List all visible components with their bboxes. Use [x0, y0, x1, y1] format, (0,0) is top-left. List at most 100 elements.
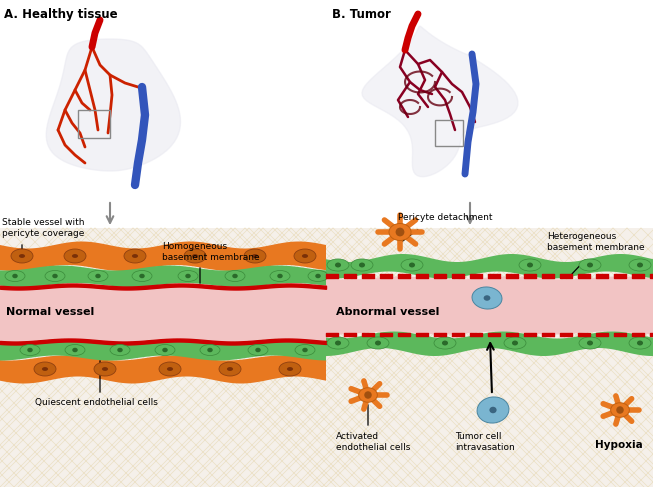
Ellipse shape: [95, 274, 101, 278]
Ellipse shape: [244, 249, 266, 263]
Text: A. Healthy tissue: A. Healthy tissue: [4, 8, 118, 21]
Ellipse shape: [132, 270, 152, 281]
Ellipse shape: [178, 270, 198, 281]
Ellipse shape: [192, 254, 198, 258]
Ellipse shape: [434, 337, 456, 349]
Ellipse shape: [255, 348, 261, 352]
Ellipse shape: [12, 274, 18, 278]
Ellipse shape: [159, 362, 181, 376]
Ellipse shape: [207, 348, 213, 352]
Ellipse shape: [42, 367, 48, 371]
Ellipse shape: [358, 388, 377, 402]
Ellipse shape: [401, 259, 423, 271]
Ellipse shape: [27, 348, 33, 352]
Ellipse shape: [162, 348, 168, 352]
Ellipse shape: [327, 337, 349, 349]
Text: Hypoxia: Hypoxia: [595, 440, 643, 450]
Circle shape: [364, 391, 372, 399]
Ellipse shape: [184, 249, 206, 263]
Ellipse shape: [88, 270, 108, 281]
Ellipse shape: [20, 344, 40, 356]
Text: Abnormal vessel: Abnormal vessel: [336, 307, 439, 317]
Ellipse shape: [5, 270, 25, 281]
Ellipse shape: [587, 262, 593, 267]
Ellipse shape: [110, 344, 130, 356]
Ellipse shape: [287, 367, 293, 371]
Ellipse shape: [155, 344, 175, 356]
Ellipse shape: [629, 259, 651, 271]
Ellipse shape: [124, 249, 146, 263]
Polygon shape: [326, 277, 653, 335]
Ellipse shape: [167, 367, 173, 371]
Bar: [0, 228, 326, 487]
Ellipse shape: [102, 367, 108, 371]
Ellipse shape: [367, 337, 389, 349]
Ellipse shape: [19, 254, 25, 258]
Ellipse shape: [637, 262, 643, 267]
Ellipse shape: [278, 274, 283, 278]
Ellipse shape: [629, 337, 651, 349]
Ellipse shape: [308, 270, 328, 281]
Ellipse shape: [527, 262, 533, 267]
Ellipse shape: [248, 344, 268, 356]
Ellipse shape: [359, 262, 365, 267]
Polygon shape: [46, 39, 180, 171]
Ellipse shape: [302, 254, 308, 258]
Ellipse shape: [294, 249, 316, 263]
Ellipse shape: [132, 254, 138, 258]
Polygon shape: [0, 340, 326, 360]
Ellipse shape: [351, 259, 373, 271]
Ellipse shape: [227, 367, 233, 371]
Ellipse shape: [389, 224, 411, 241]
Ellipse shape: [72, 254, 78, 258]
Text: Homogeneous
basement membrane: Homogeneous basement membrane: [162, 242, 260, 262]
Ellipse shape: [477, 397, 509, 423]
Ellipse shape: [45, 270, 65, 281]
Ellipse shape: [302, 348, 308, 352]
Ellipse shape: [64, 249, 86, 263]
Ellipse shape: [34, 362, 56, 376]
Bar: [78, 110, 110, 138]
Ellipse shape: [139, 274, 145, 278]
Ellipse shape: [200, 344, 220, 356]
Ellipse shape: [72, 348, 78, 352]
Ellipse shape: [375, 340, 381, 345]
Ellipse shape: [504, 337, 526, 349]
Text: Heterogeneous
basement membrane: Heterogeneous basement membrane: [547, 232, 645, 252]
Ellipse shape: [11, 249, 33, 263]
Ellipse shape: [579, 337, 601, 349]
Ellipse shape: [315, 274, 321, 278]
Ellipse shape: [335, 262, 341, 267]
Bar: [326, 228, 653, 487]
Ellipse shape: [587, 340, 593, 345]
Ellipse shape: [637, 340, 643, 345]
Polygon shape: [0, 265, 326, 287]
Ellipse shape: [611, 403, 629, 417]
Text: Stable vessel with
pericyte coverage: Stable vessel with pericyte coverage: [2, 218, 84, 238]
Ellipse shape: [252, 254, 258, 258]
Ellipse shape: [327, 259, 349, 271]
Bar: [435, 120, 463, 146]
Ellipse shape: [52, 274, 57, 278]
Ellipse shape: [219, 362, 241, 376]
Polygon shape: [326, 332, 653, 356]
Text: Tumor cell
intravasation: Tumor cell intravasation: [455, 432, 515, 452]
Ellipse shape: [409, 262, 415, 267]
Ellipse shape: [232, 274, 238, 278]
Text: Activated
endothelial cells: Activated endothelial cells: [336, 432, 410, 452]
Ellipse shape: [279, 362, 301, 376]
Ellipse shape: [295, 344, 315, 356]
Ellipse shape: [519, 259, 541, 271]
Text: Normal vessel: Normal vessel: [6, 307, 94, 317]
Circle shape: [396, 227, 404, 236]
Polygon shape: [0, 285, 326, 341]
Circle shape: [616, 406, 624, 414]
Ellipse shape: [484, 295, 490, 301]
Ellipse shape: [185, 274, 191, 278]
Ellipse shape: [118, 348, 123, 352]
Text: Pericyte detachment: Pericyte detachment: [398, 213, 492, 222]
Ellipse shape: [472, 287, 502, 309]
Ellipse shape: [579, 259, 601, 271]
Ellipse shape: [512, 340, 518, 345]
Polygon shape: [362, 26, 518, 177]
